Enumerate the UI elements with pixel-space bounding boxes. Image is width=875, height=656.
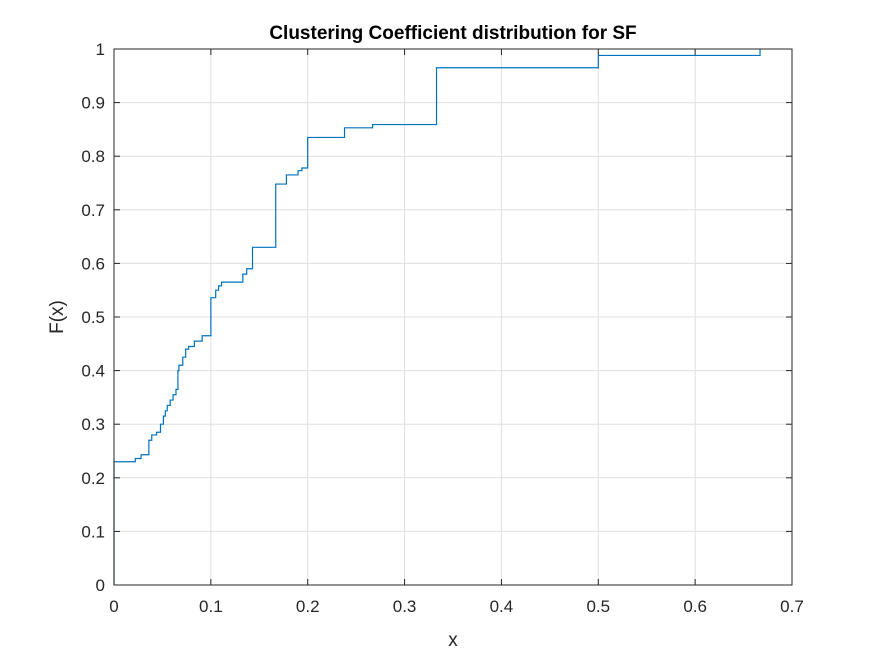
x-tick-label: 0.1	[199, 597, 223, 616]
x-tick-labels: 0 0.1 0.2 0.3 0.4 0.5 0.6 0.7	[109, 597, 804, 616]
y-tick-label: 0.2	[81, 469, 105, 488]
y-axis-label: F(x)	[47, 300, 68, 334]
chart-title: Clustering Coefficient distribution for …	[269, 23, 636, 44]
y-tick-label: 0.1	[81, 522, 105, 541]
y-tick-label: 0.5	[81, 308, 105, 327]
x-tick-label: 0.6	[683, 597, 707, 616]
x-tick-label: 0.4	[490, 597, 514, 616]
data-layer	[113, 49, 761, 585]
y-tick-label: 0.4	[81, 362, 105, 381]
y-tick-label: 0.7	[81, 201, 105, 220]
x-tick-label: 0.3	[393, 597, 417, 616]
y-tick-label: 0.3	[81, 415, 105, 434]
y-tick-labels: 0 0.1 0.2 0.3 0.4 0.5 0.6 0.7 0.8 0.9 1	[81, 40, 105, 595]
y-tick-label: 1	[96, 40, 105, 59]
x-tick-label: 0.7	[780, 597, 804, 616]
x-axis-label: x	[448, 630, 458, 651]
x-tick-label: 0	[109, 597, 118, 616]
y-tick-label: 0	[96, 576, 105, 595]
y-tick-label: 0.6	[81, 254, 105, 273]
y-tick-label: 0.9	[81, 94, 105, 113]
x-tick-label: 0.5	[586, 597, 610, 616]
cdf-line	[113, 49, 761, 585]
y-tick-label: 0.8	[81, 147, 105, 166]
tick-marks	[113, 48, 793, 586]
x-tick-label: 0.2	[296, 597, 320, 616]
